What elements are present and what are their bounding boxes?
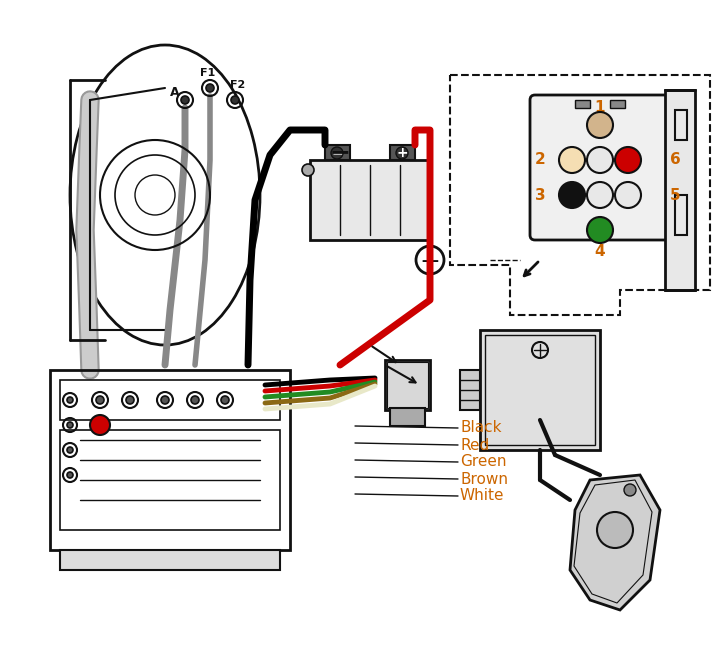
Polygon shape [570,475,660,610]
Circle shape [587,182,613,208]
Text: −: − [329,140,351,164]
Circle shape [181,96,189,104]
Circle shape [615,147,641,173]
Bar [60,430,280,530]
Circle shape [624,484,636,496]
Circle shape [206,84,214,92]
Text: F2: F2 [231,80,246,90]
Circle shape [615,182,641,208]
Circle shape [331,147,343,159]
Text: A: A [170,86,180,99]
Circle shape [67,397,73,403]
Circle shape [67,447,73,453]
Text: −: − [332,146,343,160]
Bar [387,362,428,408]
Text: Red: Red [460,437,489,452]
Circle shape [96,396,104,404]
Bar [310,160,430,240]
Circle shape [221,396,229,404]
Circle shape [90,415,110,435]
Bar [675,110,687,140]
FancyBboxPatch shape [530,95,670,240]
Circle shape [302,164,314,176]
Bar [385,360,430,410]
Text: Brown: Brown [460,472,508,487]
Bar [675,195,687,235]
Bar [50,370,290,550]
Bar [60,550,280,570]
Text: 2: 2 [535,153,546,167]
Bar [665,90,695,290]
Text: +: + [396,146,408,160]
Circle shape [126,396,134,404]
Circle shape [597,512,633,548]
Text: 4: 4 [595,245,605,260]
Bar [460,370,480,410]
Text: +: + [420,250,440,274]
Text: F1: F1 [200,68,216,78]
Circle shape [559,147,585,173]
Text: 3: 3 [535,188,546,202]
Bar [485,335,595,445]
Text: 6: 6 [669,153,680,167]
Bar [390,408,425,426]
Bar [575,100,590,108]
Circle shape [587,217,613,243]
Circle shape [191,396,199,404]
Bar [60,380,280,420]
Bar [610,100,625,108]
Circle shape [396,147,408,159]
Text: Green: Green [460,454,506,469]
Text: 5: 5 [669,188,680,202]
Text: 1: 1 [595,101,605,116]
Bar [390,145,415,160]
Circle shape [587,112,613,138]
Circle shape [161,396,169,404]
Circle shape [67,422,73,428]
Text: Black: Black [460,421,501,435]
Circle shape [559,182,585,208]
Circle shape [67,472,73,478]
Circle shape [231,96,239,104]
Text: White: White [460,489,505,504]
Bar [325,145,350,160]
Circle shape [587,147,613,173]
Bar [480,330,600,450]
